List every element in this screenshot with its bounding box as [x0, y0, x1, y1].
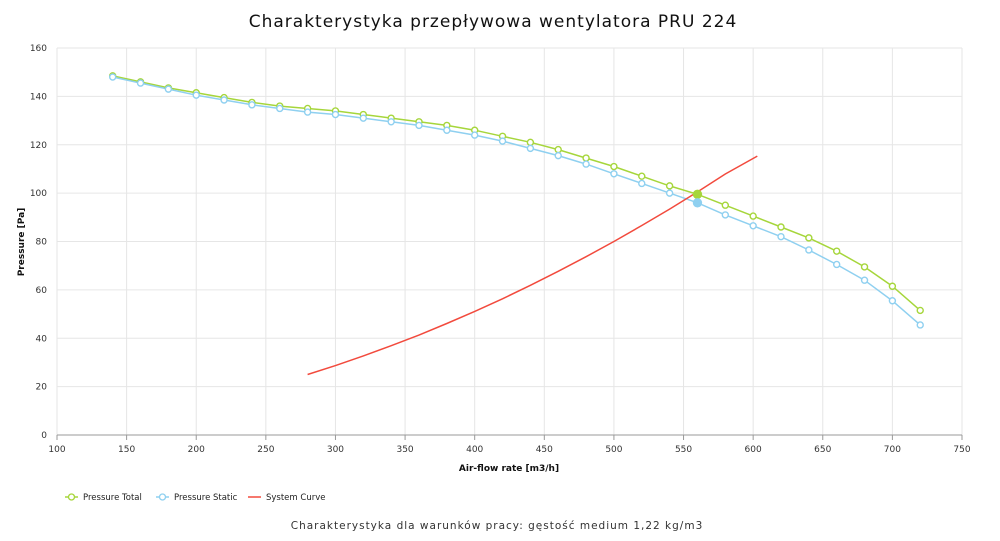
- x-tick-label: 700: [884, 445, 901, 455]
- data-point: [638, 172, 646, 180]
- series-line-2: [307, 155, 758, 376]
- y-tick-label: 20: [36, 383, 48, 393]
- data-point: [916, 306, 924, 315]
- data-point: [192, 91, 200, 99]
- y-tick-label: 0: [41, 431, 47, 441]
- data-point: [638, 179, 646, 188]
- x-tick-label: 100: [48, 445, 65, 455]
- y-tick-label: 160: [30, 44, 47, 54]
- data-point: [554, 145, 562, 154]
- data-point: [387, 118, 395, 126]
- operating-point-total: [692, 189, 703, 200]
- y-axis-title: Pressure [Pa]: [17, 208, 27, 277]
- data-point: [582, 160, 590, 168]
- data-point: [665, 189, 674, 197]
- data-point: [805, 234, 813, 242]
- legend-label: Pressure Total: [83, 493, 142, 503]
- x-tick-label: 750: [953, 445, 970, 455]
- data-point: [721, 211, 730, 219]
- data-point: [276, 104, 284, 113]
- data-point: [526, 138, 535, 147]
- data-point: [832, 247, 841, 255]
- data-point: [805, 246, 813, 254]
- y-tick-label: 140: [30, 92, 47, 102]
- y-tick-label: 60: [36, 286, 48, 296]
- x-tick-label: 350: [396, 445, 413, 455]
- footnote: Charakterystyka dla warunków pracy: gęst…: [291, 520, 704, 532]
- legend-item[interactable]: Pressure Total: [65, 493, 142, 503]
- data-point: [888, 297, 897, 305]
- x-tick-label: 300: [327, 445, 344, 455]
- x-tick-label: 200: [188, 445, 205, 455]
- x-tick-label: 650: [814, 445, 831, 455]
- data-point: [749, 212, 757, 220]
- data-point: [665, 182, 674, 190]
- x-tick-label: 600: [745, 445, 762, 455]
- x-tick-label: 400: [466, 445, 483, 455]
- x-tick-label: 450: [536, 445, 553, 455]
- data-point: [610, 162, 618, 171]
- data-point: [832, 260, 841, 269]
- operating-point-static: [692, 198, 703, 208]
- data-point: [749, 222, 757, 230]
- series-line-1: [112, 76, 921, 326]
- x-tick-label: 150: [118, 445, 135, 455]
- data-point: [498, 137, 507, 145]
- y-tick-label: 80: [36, 238, 48, 248]
- x-tick-label: 550: [675, 445, 692, 455]
- data-point: [415, 121, 423, 130]
- legend-marker: [67, 493, 76, 501]
- x-tick-label: 250: [257, 445, 274, 455]
- y-tick-label: 120: [30, 141, 47, 151]
- data-point: [136, 79, 145, 87]
- data-point: [443, 126, 451, 134]
- legend-label: System Curve: [266, 493, 325, 503]
- data-point: [860, 263, 869, 271]
- y-tick-label: 100: [30, 189, 47, 199]
- legend-marker: [158, 493, 167, 501]
- data-point: [359, 114, 368, 122]
- data-point: [164, 85, 173, 93]
- data-point: [331, 110, 340, 119]
- series-line-0: [112, 75, 921, 311]
- data-point: [916, 321, 924, 329]
- data-point: [582, 154, 590, 162]
- data-point: [860, 276, 869, 284]
- axes: 100 150 200 250 300 350 400 450 500 550 600 650 700 7…: [30, 44, 971, 455]
- series-layer: [108, 72, 924, 376]
- data-point: [526, 144, 535, 153]
- data-point: [610, 170, 618, 178]
- data-point: [220, 96, 228, 104]
- data-point: [554, 151, 562, 160]
- chart-title: Charakterystyka przepływowa wentylatora …: [249, 12, 738, 32]
- legend-item[interactable]: Pressure Static: [156, 493, 238, 503]
- data-point: [721, 201, 730, 209]
- data-point: [470, 131, 479, 139]
- x-tick-label: 500: [605, 445, 622, 455]
- data-point: [248, 101, 256, 109]
- legend-item[interactable]: System Curve: [248, 493, 325, 503]
- data-point: [888, 282, 897, 290]
- x-axis-title: Air-flow rate [m3/h]: [459, 464, 559, 474]
- legend: Pressure Total Pressure Static System Curv…: [65, 493, 325, 503]
- data-point: [777, 223, 785, 231]
- legend-label: Pressure Static: [174, 493, 238, 503]
- data-point: [777, 232, 785, 241]
- data-point: [108, 73, 117, 81]
- data-point: [303, 108, 312, 116]
- grid: [56, 47, 963, 436]
- y-tick-label: 40: [36, 334, 48, 344]
